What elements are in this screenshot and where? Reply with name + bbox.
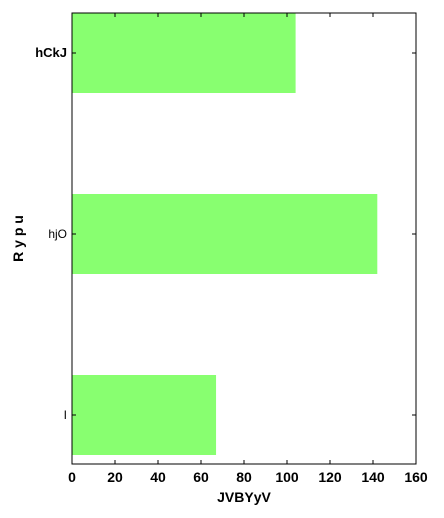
x-tick-label: 40 <box>150 469 166 485</box>
x-tick-label: 80 <box>236 469 252 485</box>
x-tick-label: 60 <box>193 469 209 485</box>
y-tick-label: I <box>64 408 67 422</box>
bar-I <box>72 375 217 455</box>
y-tick-label: hCkJ <box>35 45 67 60</box>
x-tick-label: 120 <box>318 469 342 485</box>
y-axis-label: R y p u <box>10 215 26 262</box>
bars-group <box>72 13 378 455</box>
x-tick-label: 20 <box>107 469 123 485</box>
x-tick-label: 100 <box>275 469 299 485</box>
y-tick-label: hjO <box>48 227 67 241</box>
x-tick-label: 140 <box>361 469 385 485</box>
x-tick-label: 0 <box>68 469 76 485</box>
bar-hCkJ <box>72 13 296 93</box>
y-axis: hCkJ hjO I <box>35 45 416 422</box>
x-axis-label: JVBYyV <box>217 489 271 505</box>
x-axis: 0 20 40 60 80 100 120 140 160 <box>68 13 428 485</box>
x-tick-label: 160 <box>404 469 428 485</box>
bar-hjO <box>72 194 378 274</box>
